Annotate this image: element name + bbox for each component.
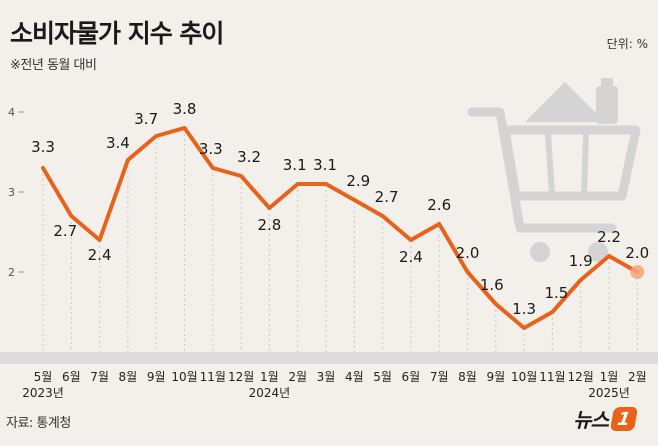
x-tick-label: 9월 [486, 370, 505, 384]
data-label: 1.3 [512, 300, 536, 318]
x-tick-label: 9월 [147, 370, 166, 384]
x-tick-label: 12월 [228, 370, 254, 384]
data-label: 3.1 [283, 156, 307, 174]
chart-title: 소비자물가 지수 추이 [10, 19, 224, 48]
y-tick-label: 4 [8, 106, 15, 119]
x-tick-label: 1월 [600, 370, 619, 384]
x-tick-label: 8월 [458, 370, 477, 384]
data-label: 2.2 [597, 228, 621, 246]
x-tick-label: 2월 [288, 370, 307, 384]
data-label: 3.3 [31, 138, 55, 156]
source-note: 자료: 통계청 [6, 416, 71, 431]
news1-logo: 뉴스 1 [573, 404, 639, 433]
x-tick-label: 7월 [430, 370, 449, 384]
logo-badge: 1 [609, 406, 639, 431]
data-label: 2.9 [346, 172, 370, 190]
series-line [41, 126, 640, 330]
x-tick-label: 5월 [34, 370, 53, 384]
x-tick-label: 2월 [628, 370, 647, 384]
data-label: 1.5 [544, 284, 568, 302]
data-label: 2.8 [257, 216, 281, 234]
x-axis-band [0, 352, 658, 364]
x-tick-label: 6월 [402, 370, 421, 384]
data-label: 2.7 [375, 188, 399, 206]
x-tick-label: 10월 [511, 370, 537, 384]
data-label: 1.9 [569, 252, 593, 270]
x-tick-label: 6월 [62, 370, 81, 384]
data-label: 2.7 [53, 222, 77, 240]
y-tick-label: 2 [8, 266, 15, 279]
y-tick-label: 3 [8, 186, 15, 199]
x-tick-label: 3월 [317, 370, 336, 384]
x-tick-label: 11월 [200, 370, 226, 384]
last-point-marker [630, 265, 645, 279]
year-label: 2024년 [249, 386, 291, 400]
x-tick-label: 7월 [90, 370, 109, 384]
data-label: 2.4 [399, 248, 423, 266]
data-label: 2.6 [427, 196, 451, 214]
x-tick-label: 12월 [568, 370, 594, 384]
chart-subtitle: ※전년 동월 대비 [10, 58, 97, 73]
logo-text: 뉴스 [573, 408, 609, 432]
year-label: 2025년 [588, 386, 630, 400]
x-tick-label: 10월 [171, 370, 197, 384]
x-tick-label: 8월 [119, 370, 138, 384]
shopping-cart-icon [467, 78, 641, 262]
unit-label: 단위: % [606, 37, 648, 51]
data-label: 2.0 [625, 244, 649, 262]
data-label: 3.2 [237, 148, 261, 166]
data-label: 2.0 [456, 244, 480, 262]
x-tick-label: 4월 [345, 370, 364, 384]
data-label: 2.4 [88, 246, 112, 264]
data-label: 3.4 [106, 134, 130, 152]
data-label: 3.3 [199, 140, 223, 158]
x-tick-label: 11월 [539, 370, 565, 384]
data-label: 3.8 [173, 100, 197, 118]
data-label: 3.1 [313, 156, 337, 174]
data-label: 1.6 [480, 276, 504, 294]
data-label: 3.7 [134, 110, 158, 128]
x-tick-label: 1월 [260, 370, 279, 384]
x-tick-label: 5월 [373, 370, 392, 384]
year-label: 2023년 [22, 386, 64, 400]
